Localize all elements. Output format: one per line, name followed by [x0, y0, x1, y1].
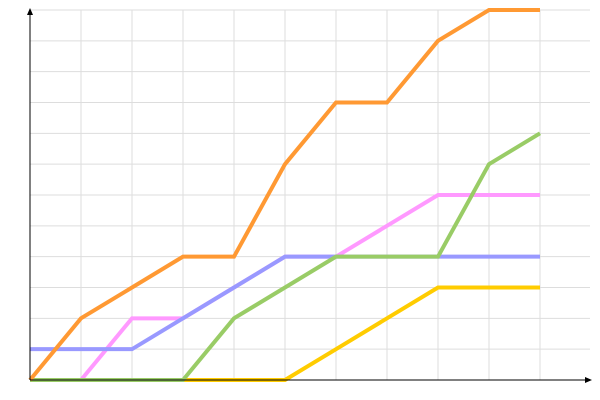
y-axis-arrow-icon [27, 8, 33, 15]
x-axis-arrow-icon [585, 377, 592, 383]
series-line-4 [28, 8, 540, 382]
series-line-2 [30, 254, 540, 352]
axes [27, 8, 592, 383]
